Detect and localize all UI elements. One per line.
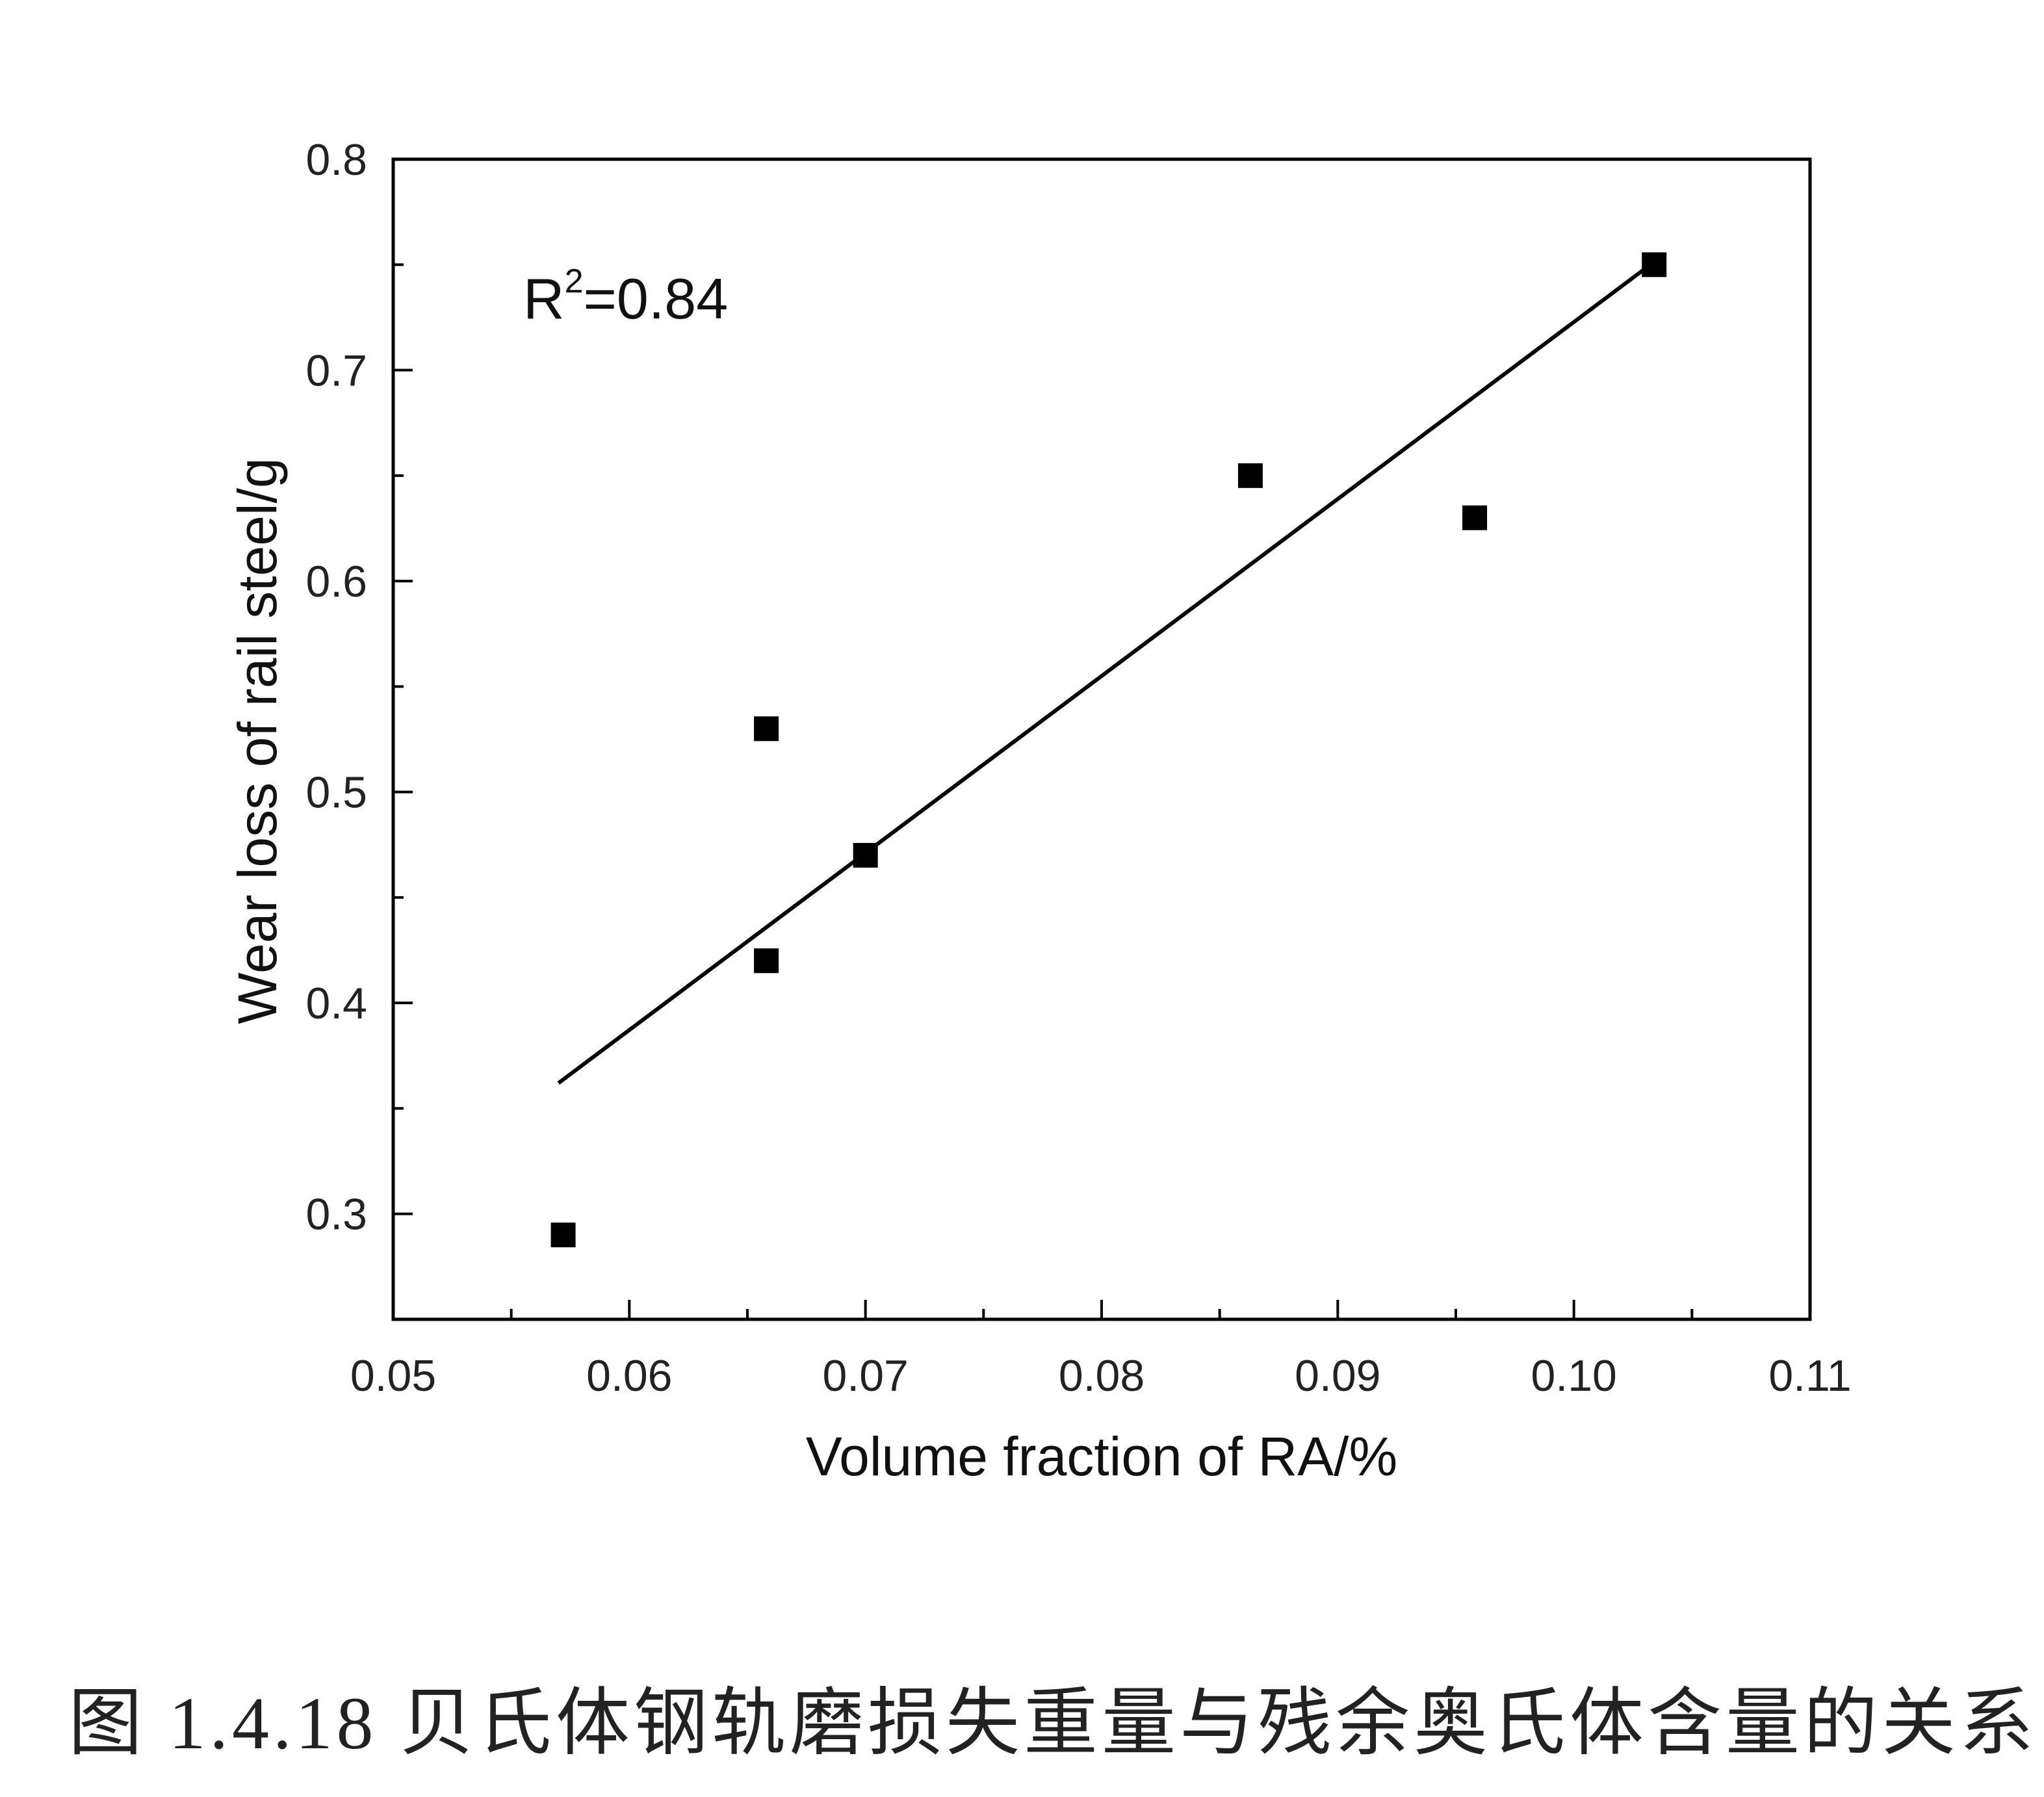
y-tick-label: 0.7 [305, 346, 367, 396]
x-tick-label: 0.08 [1059, 1351, 1145, 1401]
x-tick-labels: 0.05 0.06 0.07 0.08 0.09 0.10 0.11 [350, 1351, 1852, 1401]
data-point [1237, 463, 1263, 488]
annotation-sup: 2 [565, 263, 584, 300]
x-ticks [392, 1300, 1811, 1319]
data-point [853, 843, 878, 868]
y-tick-label: 0.8 [305, 135, 367, 185]
x-tick-label: 0.09 [1295, 1351, 1380, 1401]
annotation-r2: R2=0.84 [523, 263, 728, 331]
data-point [550, 1222, 576, 1248]
x-tick-label: 0.10 [1531, 1351, 1616, 1401]
fit-line [557, 267, 1646, 1085]
data-point [1642, 252, 1667, 278]
figure-caption: 图 1.4.18 贝氏体钢轨磨损失重量与残余奥氏体含量的关系 [68, 1682, 2038, 1765]
data-point [754, 948, 779, 974]
y-tick-label: 0.4 [305, 979, 367, 1028]
y-axis-title: Wear loss of rail steel/g [227, 458, 288, 1024]
data-point [1462, 505, 1488, 530]
data-points [550, 252, 1667, 1248]
plot-frame [391, 157, 1812, 1321]
y-tick-label: 0.6 [305, 557, 367, 606]
x-axis-title: Volume fraction of RA/% [806, 1426, 1397, 1487]
y-tick-label: 0.3 [305, 1190, 367, 1239]
y-ticks [393, 158, 413, 1215]
x-tick-label: 0.06 [586, 1351, 672, 1401]
x-tick-label: 0.05 [350, 1351, 436, 1401]
y-tick-label: 0.5 [305, 768, 367, 818]
x-tick-label: 0.07 [822, 1351, 908, 1401]
x-tick-label: 0.11 [1768, 1351, 1851, 1401]
y-tick-labels: 0.3 0.4 0.5 0.6 0.7 0.8 [305, 135, 367, 1239]
data-point [754, 716, 779, 742]
annotation-rest: =0.84 [583, 266, 728, 331]
annotation-base: R [523, 266, 565, 331]
